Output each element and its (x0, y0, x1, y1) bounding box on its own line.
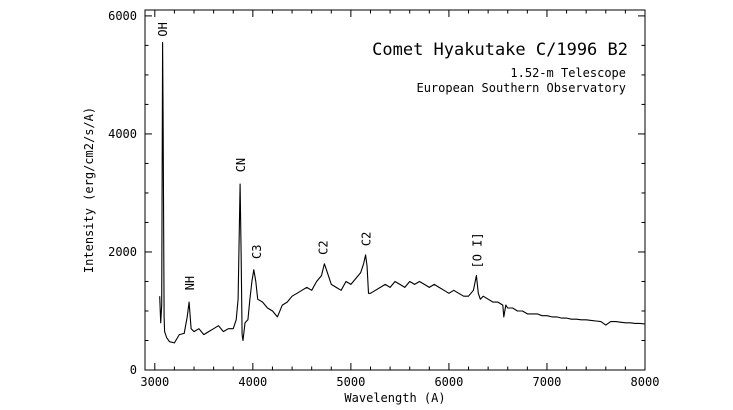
y-tick-label: 0 (130, 363, 137, 377)
x-tick-labels: 3000 4000 5000 6000 7000 8000 (140, 375, 659, 389)
x-tick-label: 7000 (533, 375, 562, 389)
y-axis-label: Intensity (erg/cm2/s/A) (82, 107, 96, 273)
plot-frame (144, 9, 646, 371)
chart-subtitle-telescope: 1.52-m Telescope (510, 66, 626, 80)
annotation-labels: OH NH CN C3 C2 C2 [O I] (156, 22, 484, 290)
annotation-label: C3 (250, 245, 264, 259)
y-tick-label: 6000 (108, 9, 137, 23)
chart-title: Comet Hyakutake C/1996 B2 (372, 40, 628, 60)
x-tick-label: 3000 (140, 375, 169, 389)
annotation-label: CN (234, 158, 248, 172)
x-tick-label: 4000 (238, 375, 267, 389)
x-tick-label: 8000 (631, 375, 660, 389)
y-tick-label: 2000 (108, 245, 137, 259)
x-axis-label: Wavelength (A) (344, 391, 445, 405)
x-tick-label: 6000 (434, 375, 463, 389)
annotation-label: OH (156, 22, 170, 36)
spectrum-line (159, 41, 646, 344)
chart-subtitle-observatory: European Southern Observatory (416, 81, 626, 95)
x-tick-label: 5000 (336, 375, 365, 389)
tick-marks (145, 10, 646, 371)
y-tick-labels: 0 2000 4000 6000 (108, 9, 137, 377)
y-tick-label: 4000 (108, 127, 137, 141)
annotation-label: C2 (360, 232, 374, 246)
annotation-label: NH (183, 276, 197, 290)
annotation-label: [O I] (470, 232, 484, 268)
annotation-label: C2 (316, 240, 330, 254)
